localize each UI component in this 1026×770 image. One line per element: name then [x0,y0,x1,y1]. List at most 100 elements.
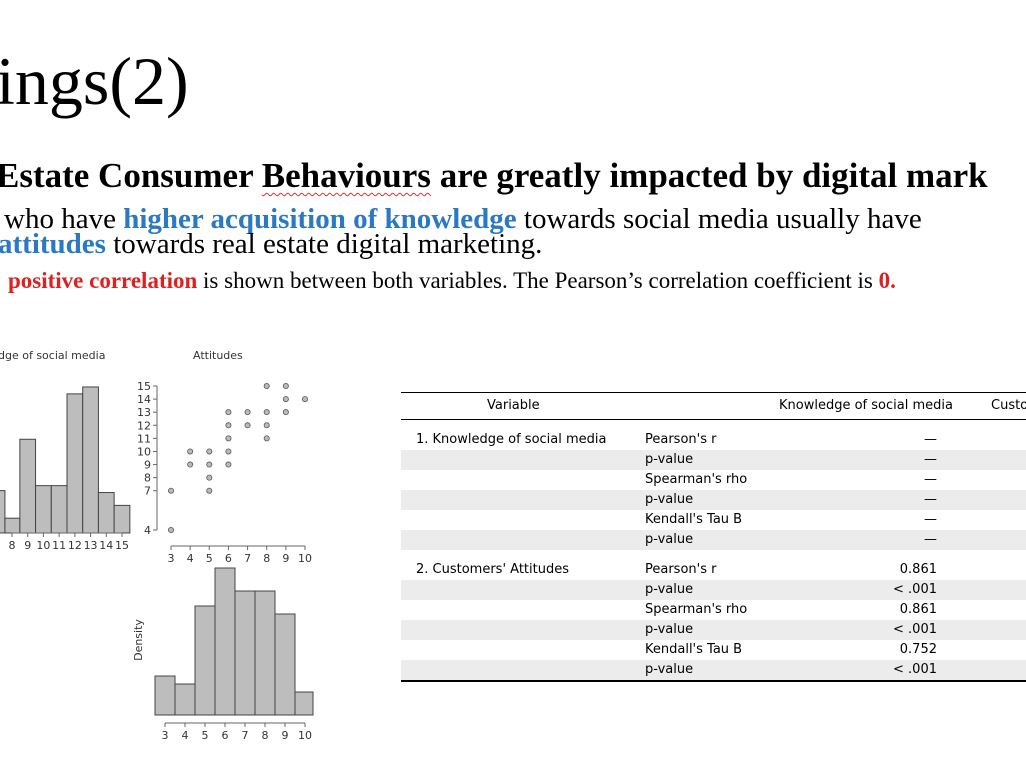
value-cell: — [924,532,937,547]
x-tick-label: 9 [282,552,289,565]
histogram-bar [4,517,21,534]
statistic-cell: p-value [645,492,694,507]
header-cell: Knowledge of social media [779,398,953,413]
x-tick-label: 6 [225,552,232,565]
table-row: p-value < .001 [401,660,1026,682]
table-row: p-value — [401,490,1026,510]
value-cell: — [924,492,937,507]
y-tick-label: 14 [137,393,151,406]
histogram-bar [0,490,6,534]
slide-title: ings(2) [0,43,189,119]
x-tick-label: 11 [52,539,66,552]
y-tick-label: 11 [137,432,151,445]
x-tick-label: 7 [242,729,249,742]
x-tick-label: 3 [162,729,169,742]
scatter-point [187,461,194,468]
y-tick-label: 12 [137,419,151,432]
histogram-bar [82,386,99,534]
body-line: who have higher acquisition of knowledge… [4,203,922,236]
scatter-point [206,448,213,455]
body-text: is shown between both variables. The Pea… [197,268,879,293]
table-row: p-value < .001 [401,620,1026,640]
body-line: attitudes towards real estate digital ma… [0,228,542,261]
x-tick-label: 5 [206,552,213,565]
body-text: towards social media usually have [516,203,922,235]
value-cell: 0.861 [899,602,937,617]
scatter-point [167,527,174,534]
spacer [401,550,1026,560]
scatter-point [263,422,270,429]
statistic-cell: Spearman's rho [645,602,748,617]
histogram-bar [50,485,68,534]
histogram-bar [294,691,314,716]
scatter-point [282,396,289,403]
statistic-cell: Kendall's Tau B [645,642,743,657]
plot-title: Attitudes [193,349,243,362]
x-tick-label: 8 [262,729,269,742]
value-cell: 0.861 [899,562,937,577]
statistic-cell: p-value [645,452,694,467]
histogram-bar [66,393,84,534]
statistic-cell: p-value [645,532,694,547]
scatter-point [206,461,213,468]
x-tick-label: 14 [99,539,113,552]
value-cell: — [924,472,937,487]
y-tick-label: 9 [144,459,151,472]
histogram-bar [174,683,196,716]
y-tick-label: 15 [137,380,151,393]
scatter-point [244,422,251,429]
highlight-text: positive correlation [8,268,198,293]
histogram-bar [214,567,236,716]
x-tick-label: 8 [9,539,16,552]
histogram-bar [97,492,115,534]
table-row: Spearman's rho — [401,470,1026,490]
x-tick-label: 4 [187,552,194,565]
scatter-point [167,487,174,494]
x-tick-label: 15 [115,539,129,552]
body-text: towards real estate digital marketing. [105,228,543,260]
histogram-bar [254,590,276,716]
header-cell: Variable [487,398,540,413]
statistic-cell: Kendall's Tau B [645,512,743,527]
x-tick-label: 13 [84,539,98,552]
highlight-text: attitudes [0,228,106,260]
histogram-bar [234,590,256,716]
scatter-point [225,409,232,416]
y-tick-label: 7 [144,485,151,498]
x-tick-label: 10 [36,539,50,552]
scatter-point [282,382,289,389]
correlation-table: Variable Knowledge of social media Custo 1.… [401,392,1026,682]
x-tick-label: 12 [68,539,82,552]
y-tick-label: 4 [144,524,151,537]
y-tick-label: 13 [137,406,151,419]
scatter-point [206,487,213,494]
y-tick-label: 8 [144,472,151,485]
table-row: p-value — [401,530,1026,550]
highlight-text: higher acquisition of knowledge [123,203,517,235]
scatter-point [225,461,232,468]
heading: Estate Consumer Behaviours are greatly i… [0,156,988,196]
histogram-bar [274,613,296,716]
scatter-point [225,422,232,429]
value-cell: — [924,512,937,527]
histogram-bar [19,438,37,534]
plot-title: dge of social media [0,349,105,362]
scatter-point [301,396,308,403]
x-tick-label: 7 [244,552,251,565]
x-tick-label: 10 [298,552,312,565]
body-text: who have [4,203,124,235]
x-tick-label: 8 [263,552,270,565]
variable-cell: 1. Knowledge of social media [416,432,607,447]
x-tick-label: 9 [282,729,289,742]
spacer [401,420,1026,430]
scatter-point [263,435,270,442]
x-tick-label: 4 [182,729,189,742]
heading-text: are greatly impacted by digital mark [430,156,988,195]
scatter-point [225,435,232,442]
histogram-bar [154,675,176,716]
histogram-bar [194,605,216,716]
scatter-point [225,448,232,455]
histogram-bar [35,485,52,534]
